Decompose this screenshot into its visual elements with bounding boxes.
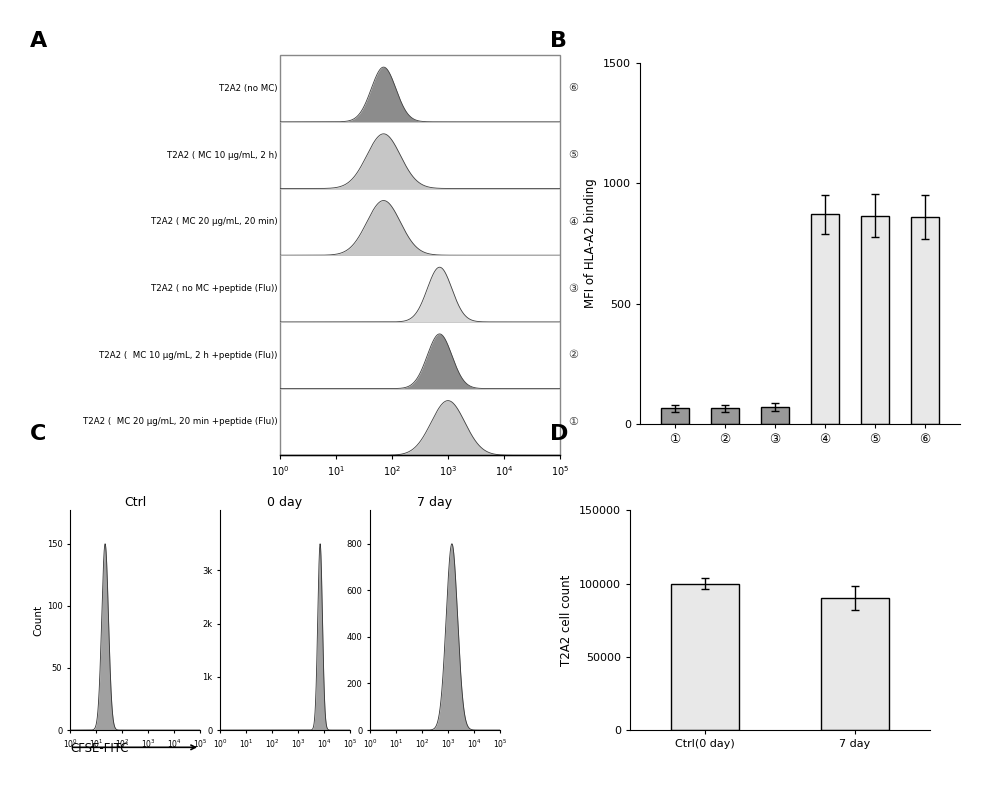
Text: ①: ① — [568, 417, 578, 427]
Text: CFSE-FITC: CFSE-FITC — [70, 742, 128, 755]
Text: T2A2 (no MC): T2A2 (no MC) — [219, 84, 278, 93]
Title: 0 day: 0 day — [267, 496, 303, 509]
Bar — [811, 214, 839, 424]
Text: T2A2 ( MC 10 μg/mL, 2 h): T2A2 ( MC 10 μg/mL, 2 h) — [167, 151, 278, 159]
Text: ③: ③ — [568, 283, 578, 294]
Text: ④: ④ — [568, 217, 578, 227]
Text: C: C — [30, 424, 46, 444]
Y-axis label: MFI of HLA-A2 binding: MFI of HLA-A2 binding — [584, 178, 597, 309]
Bar — [821, 598, 889, 730]
Text: T2A2 (  MC 10 μg/mL, 2 h +peptide (Flu)): T2A2 ( MC 10 μg/mL, 2 h +peptide (Flu)) — [99, 351, 278, 360]
Title: 7 day: 7 day — [417, 496, 453, 509]
Text: ⑥: ⑥ — [568, 83, 578, 93]
Text: ②: ② — [568, 350, 578, 360]
Bar — [661, 408, 689, 424]
Bar — [911, 217, 939, 424]
Text: T2A2 ( no MC +peptide (Flu)): T2A2 ( no MC +peptide (Flu)) — [151, 284, 278, 293]
Bar — [671, 583, 739, 730]
Y-axis label: T2A2 cell count: T2A2 cell count — [560, 575, 573, 666]
Text: A: A — [30, 31, 47, 51]
Text: ⑤: ⑤ — [568, 150, 578, 160]
Text: T2A2 ( MC 20 μg/mL, 20 min): T2A2 ( MC 20 μg/mL, 20 min) — [151, 217, 278, 226]
Y-axis label: Count: Count — [34, 604, 44, 636]
Bar — [711, 408, 739, 424]
Bar — [861, 216, 889, 424]
Text: T2A2 (  MC 20 μg/mL, 20 min +peptide (Flu)): T2A2 ( MC 20 μg/mL, 20 min +peptide (Flu… — [83, 418, 278, 426]
Bar — [761, 407, 789, 424]
Title: Ctrl: Ctrl — [124, 496, 146, 509]
Text: D: D — [550, 424, 568, 444]
Text: B: B — [550, 31, 567, 51]
